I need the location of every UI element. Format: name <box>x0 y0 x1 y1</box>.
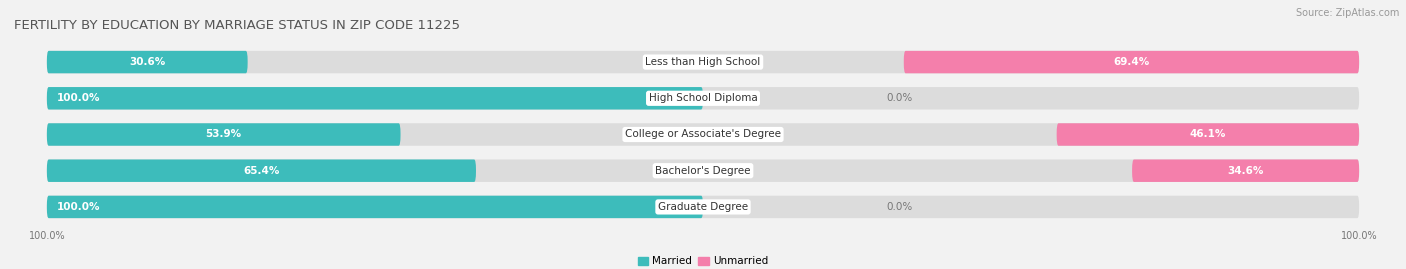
Text: 30.6%: 30.6% <box>129 57 166 67</box>
Text: Bachelor's Degree: Bachelor's Degree <box>655 166 751 176</box>
Legend: Married, Unmarried: Married, Unmarried <box>634 252 772 269</box>
FancyBboxPatch shape <box>1057 123 1360 146</box>
Text: College or Associate's Degree: College or Associate's Degree <box>626 129 780 140</box>
Text: Graduate Degree: Graduate Degree <box>658 202 748 212</box>
FancyBboxPatch shape <box>904 51 1360 73</box>
Text: 0.0%: 0.0% <box>887 93 912 103</box>
FancyBboxPatch shape <box>1132 160 1360 182</box>
FancyBboxPatch shape <box>46 123 1360 146</box>
FancyBboxPatch shape <box>46 196 703 218</box>
Text: Less than High School: Less than High School <box>645 57 761 67</box>
FancyBboxPatch shape <box>46 160 1360 182</box>
Text: High School Diploma: High School Diploma <box>648 93 758 103</box>
FancyBboxPatch shape <box>46 123 401 146</box>
FancyBboxPatch shape <box>46 87 703 109</box>
Text: Source: ZipAtlas.com: Source: ZipAtlas.com <box>1295 8 1399 18</box>
FancyBboxPatch shape <box>46 196 1360 218</box>
Text: 53.9%: 53.9% <box>205 129 242 140</box>
Text: 100.0%: 100.0% <box>56 202 100 212</box>
Text: 34.6%: 34.6% <box>1227 166 1264 176</box>
Text: FERTILITY BY EDUCATION BY MARRIAGE STATUS IN ZIP CODE 11225: FERTILITY BY EDUCATION BY MARRIAGE STATU… <box>14 19 460 32</box>
Text: 0.0%: 0.0% <box>887 202 912 212</box>
Text: 46.1%: 46.1% <box>1189 129 1226 140</box>
FancyBboxPatch shape <box>46 160 477 182</box>
FancyBboxPatch shape <box>46 51 247 73</box>
Text: 65.4%: 65.4% <box>243 166 280 176</box>
Text: 100.0%: 100.0% <box>56 93 100 103</box>
Text: 69.4%: 69.4% <box>1114 57 1150 67</box>
FancyBboxPatch shape <box>46 51 1360 73</box>
FancyBboxPatch shape <box>46 87 1360 109</box>
